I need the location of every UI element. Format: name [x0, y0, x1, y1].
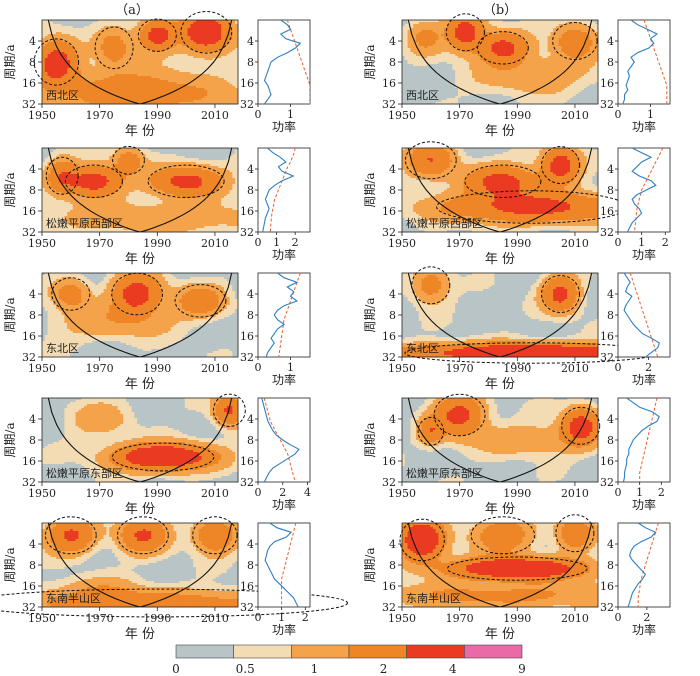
gp-y-tick-label: 8: [247, 56, 254, 69]
power-axis-label: 功率: [272, 119, 296, 134]
column-label-b: （b）: [483, 3, 517, 18]
y-tick-label: 16: [22, 77, 36, 90]
gp-y-tick-label: 32: [240, 98, 254, 111]
y-tick-label: 8: [29, 56, 36, 69]
x-tick-label: 1950: [28, 109, 56, 122]
panel-b-1: 4816321950 1970 1990 2010周期/a年 份西北区4816320 1…: [363, 14, 670, 139]
gp-y-tick-label: 4: [247, 35, 254, 48]
gp-x-tick-label: 0: [255, 108, 262, 121]
x-axis-label: 年 份: [125, 124, 155, 139]
gp-y-tick-label: 16: [240, 77, 254, 90]
x-tick-label: 2010: [201, 109, 229, 122]
x-tick-label: 1990: [143, 109, 171, 122]
wavelet-figure: （a） （b） 4816321950 1970 1990 2010周期/a年 份西北区…: [0, 0, 700, 676]
region-label: 西北区: [46, 89, 79, 102]
y-tick-label: 4: [29, 35, 36, 48]
y-axis-label: 周期/a: [3, 44, 17, 79]
column-label-a: （a）: [115, 3, 149, 18]
x-tick-label: 1970: [86, 109, 114, 122]
